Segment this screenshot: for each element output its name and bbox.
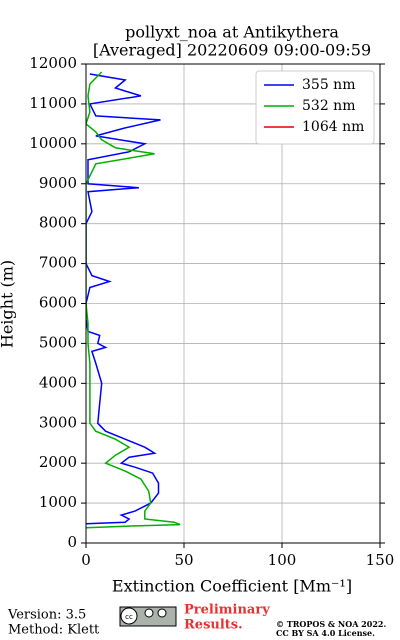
y-tick-label: 2000 — [39, 453, 77, 471]
y-tick-label: 3000 — [39, 413, 77, 431]
copyright-text: CC BY SA 4.0 License. — [276, 628, 375, 638]
y-tick-label: 5000 — [39, 333, 77, 351]
plot-frame — [85, 63, 381, 544]
by-icon — [144, 608, 154, 618]
cc-text: cc — [125, 613, 133, 621]
cc-logo: cc — [119, 606, 177, 627]
preliminary-text: Preliminary — [184, 603, 270, 618]
chart-title: pollyxt_noa at Antikythera — [125, 23, 339, 42]
x-tick-label: 100 — [268, 551, 297, 569]
method-text: Method: Klett — [8, 623, 100, 638]
cc-circle — [120, 607, 138, 625]
profile-line — [86, 73, 161, 525]
x-tick-label: 50 — [174, 551, 193, 569]
y-tick-label: 10000 — [29, 134, 77, 152]
y-tick-label: 8000 — [39, 214, 77, 232]
chart-subtitle: [Averaged] 20220609 09:00-09:59 — [93, 41, 371, 60]
y-tick-label: 6000 — [39, 294, 77, 312]
legend-label: 1064 nm — [302, 119, 364, 135]
y-tick-label: 9000 — [39, 174, 77, 192]
copyright-text: © TROPOS & NOA 2022. — [276, 619, 386, 629]
y-tick-label: 12000 — [29, 54, 77, 72]
y-tick-label: 0 — [67, 533, 77, 551]
legend-label: 532 nm — [302, 98, 355, 114]
sa-icon — [157, 608, 167, 618]
y-tick-label: 4000 — [39, 373, 77, 391]
x-tick-label: 150 — [366, 551, 395, 569]
x-tick-label: 0 — [81, 551, 91, 569]
legend-label: 355 nm — [302, 77, 355, 93]
version-text: Version: 3.5 — [7, 608, 86, 623]
y-tick-label: 1000 — [39, 493, 77, 511]
x-axis-label: Extinction Coefficient [Mm⁻¹] — [112, 577, 352, 596]
y-tick-label: 7000 — [39, 254, 77, 272]
preliminary-text: Results. — [184, 618, 243, 633]
y-tick-label: 11000 — [29, 94, 77, 112]
y-axis-label: Height (m) — [0, 260, 17, 348]
legend-box — [255, 70, 375, 145]
profile-line — [86, 71, 181, 529]
